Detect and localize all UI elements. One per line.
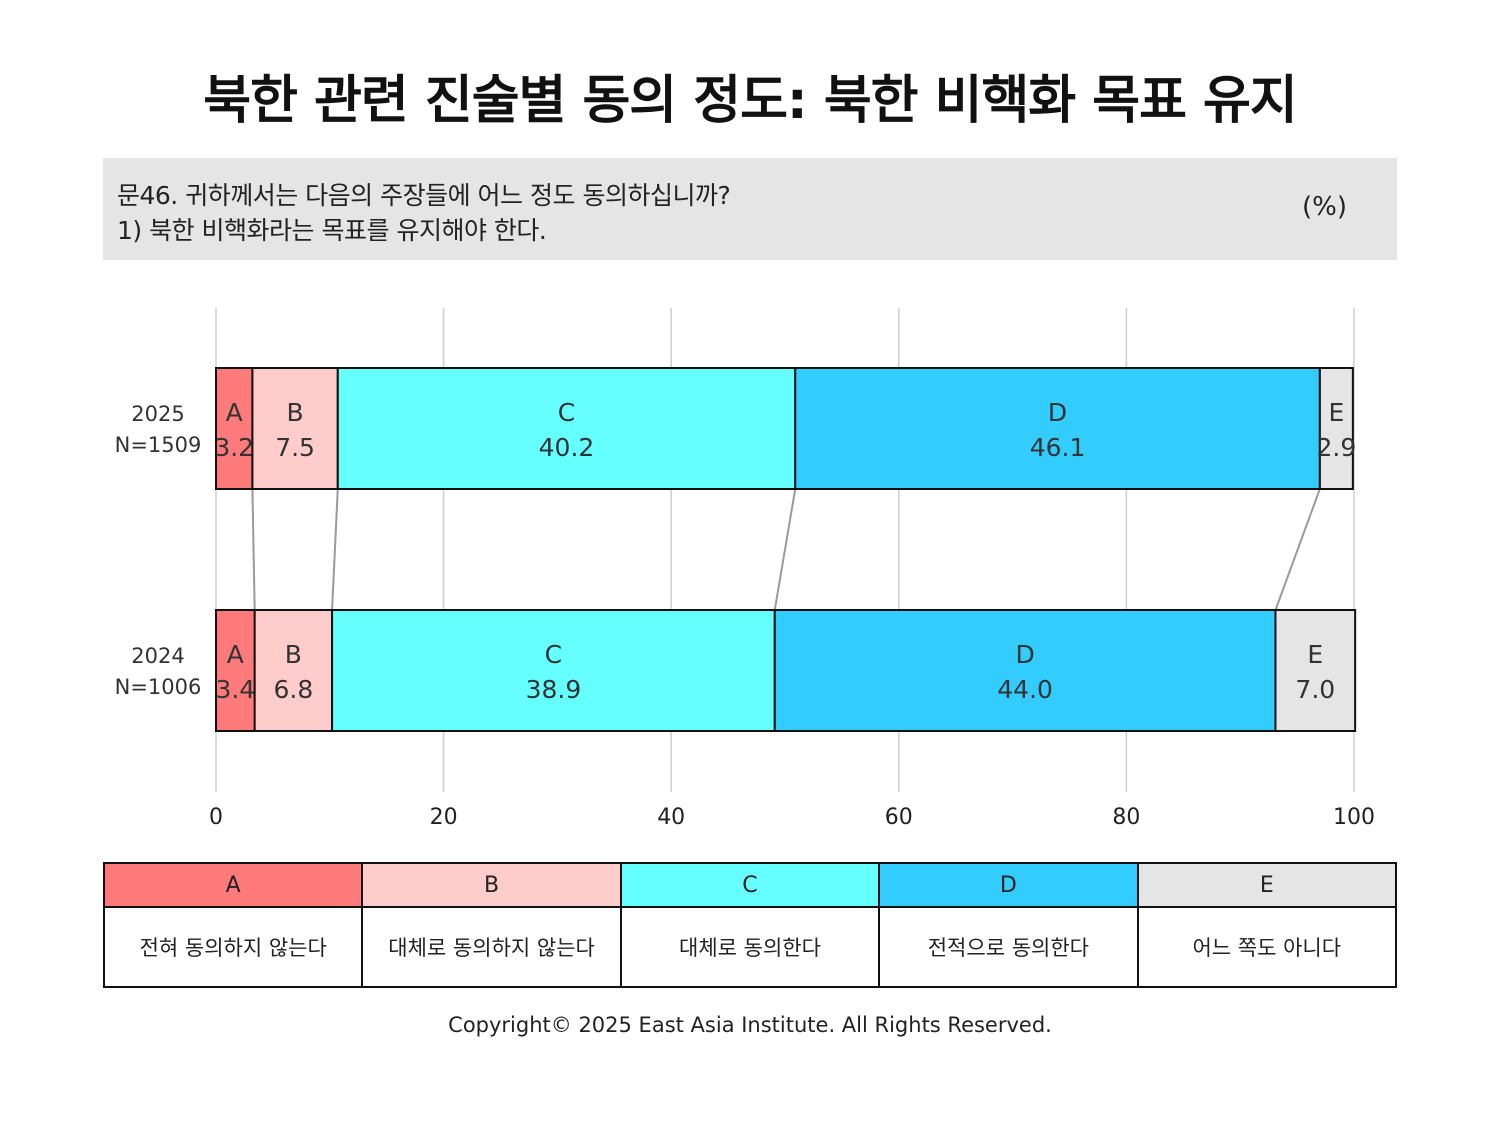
bar-segment — [794, 367, 1321, 490]
data-label: 44.0 — [997, 675, 1053, 704]
legend-label-a: 전혀 동의하지 않는다 — [102, 906, 364, 988]
category-label: N=1509 — [115, 433, 202, 457]
legend-key-row: A B C D E — [102, 862, 1398, 908]
bar-segment — [773, 609, 1277, 732]
bar-segment — [1318, 367, 1354, 490]
segment-name-label: A — [226, 398, 243, 427]
unit-label: (%) — [1302, 192, 1347, 222]
x-tick-label: 100 — [1333, 805, 1375, 830]
legend-label-c: 대체로 동의한다 — [619, 906, 881, 988]
bar-segment — [215, 367, 254, 490]
category-label: 2024 — [131, 644, 184, 668]
legend-key-d: D — [878, 862, 1139, 908]
legend-key-b: B — [361, 862, 622, 908]
x-tick-label: 60 — [885, 805, 913, 830]
stacked-bar-chart: 0 20 40 60 80 100 A 3.2 B 7.5 C 40.2 D 46.1 E 2.9 2025 N=… — [115, 308, 1375, 830]
chart-title: 북한 관련 진술별 동의 정도: 북한 비핵화 목표 유지 — [203, 71, 1297, 131]
bar-segment — [215, 609, 256, 732]
bar-segment — [336, 367, 797, 490]
category-label: 2025 — [131, 402, 184, 426]
legend-key-a: A — [102, 862, 364, 908]
legend-key-e: E — [1136, 862, 1398, 908]
segment-name-label: E — [1307, 640, 1323, 669]
question-box: 문46. 귀하께서는 다음의 주장들에 어느 정도 동의하십니까? 1) 북한 … — [103, 158, 1397, 260]
question-statement: 1) 북한 비핵화라는 목표를 유지해야 한다. — [117, 216, 547, 245]
segment-name-label: C — [545, 640, 562, 669]
connector-line — [1274, 488, 1321, 611]
connector-line — [331, 488, 339, 611]
data-label: 7.0 — [1295, 675, 1335, 704]
bar-segment — [251, 367, 339, 490]
segment-name-label: B — [287, 398, 304, 427]
data-label: 38.9 — [526, 675, 582, 704]
data-label: 46.1 — [1030, 433, 1086, 462]
segment-name-label: C — [558, 398, 575, 427]
x-tick-label: 40 — [657, 805, 685, 830]
data-label: 3.4 — [215, 675, 255, 704]
connector-line — [773, 488, 797, 611]
segment-name-label: D — [1015, 640, 1034, 669]
x-tick-label: 80 — [1112, 805, 1140, 830]
legend-label-row: 전혀 동의하지 않는다 대체로 동의하지 않는다 대체로 동의한다 전적으로 동… — [102, 906, 1398, 988]
legend-label-b: 대체로 동의하지 않는다 — [361, 906, 622, 988]
data-label: 40.2 — [539, 433, 595, 462]
bar-segment — [253, 609, 334, 732]
legend-label-e: 어느 쪽도 아니다 — [1136, 906, 1398, 988]
bar-segment — [1274, 609, 1357, 732]
data-label: 3.2 — [214, 433, 254, 462]
category-label: N=1006 — [115, 675, 202, 699]
x-tick-label: 0 — [209, 805, 223, 830]
x-tick-label: 20 — [430, 805, 458, 830]
data-label: 7.5 — [275, 433, 315, 462]
bar-segment — [331, 609, 776, 732]
data-label: 6.8 — [274, 675, 314, 704]
data-label: 2.9 — [1316, 433, 1356, 462]
connector-line — [251, 488, 256, 611]
copyright-notice: Copyright© 2025 East Asia Institute. All… — [448, 1013, 1052, 1037]
segment-name-label: B — [285, 640, 302, 669]
segment-name-label: A — [227, 640, 244, 669]
legend-key-c: C — [619, 862, 881, 908]
legend-table: A B C D E 전혀 동의하지 않는다 대체로 동의하지 않는다 대체로 동… — [102, 862, 1398, 988]
segment-name-label: E — [1328, 398, 1344, 427]
question-text: 문46. 귀하께서는 다음의 주장들에 어느 정도 동의하십니까? — [117, 181, 731, 210]
segment-name-label: D — [1048, 398, 1067, 427]
legend-label-d: 전적으로 동의한다 — [878, 906, 1139, 988]
